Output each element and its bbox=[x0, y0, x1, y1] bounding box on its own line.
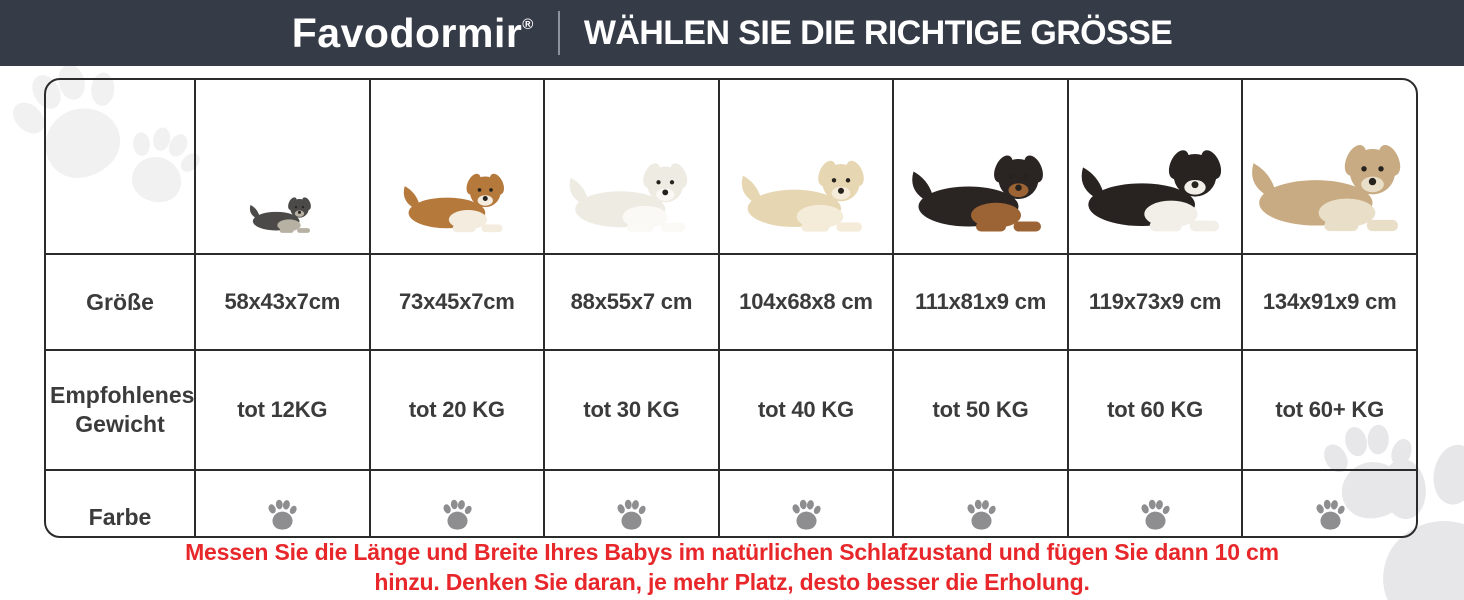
color-paw-cell bbox=[717, 469, 895, 536]
dog-face bbox=[1184, 170, 1206, 189]
measuring-note-line1: Messen Sie die Länge und Breite Ihres Ba… bbox=[185, 539, 1279, 565]
paw-icon bbox=[442, 498, 473, 530]
dog-cell-rottweiler bbox=[892, 80, 1069, 255]
dog-cell-beagle bbox=[368, 80, 546, 255]
dog-cell-bernese bbox=[1066, 80, 1244, 255]
dog-cell-caucasian-shepherd bbox=[1241, 80, 1416, 255]
dog-face bbox=[1008, 174, 1028, 191]
paw-icon bbox=[1140, 498, 1172, 530]
dog-body bbox=[404, 173, 505, 229]
dog-illustration-rottweiler bbox=[911, 155, 1043, 232]
empty-corner-cell bbox=[46, 80, 196, 255]
paw-icon bbox=[1314, 498, 1346, 530]
weight-value: tot 50 KG bbox=[892, 349, 1069, 471]
measuring-note: Messen Sie die Länge und Breite Ihres Ba… bbox=[0, 537, 1464, 598]
dog-markings bbox=[1318, 176, 1398, 232]
header-bar: Favodormir® WÄHLEN SIE DIE RICHTIGE GRÖS… bbox=[0, 0, 1464, 66]
color-paw-cell bbox=[368, 469, 546, 536]
weight-value: tot 60 KG bbox=[1066, 349, 1244, 471]
color-paw-cell bbox=[543, 469, 720, 536]
brand-logo: Favodormir® bbox=[292, 10, 534, 57]
paw-icon bbox=[791, 498, 822, 530]
brand-name: Favodormir bbox=[291, 9, 523, 56]
dog-body bbox=[1251, 144, 1400, 226]
dog-face bbox=[656, 180, 675, 196]
dog-markings bbox=[970, 183, 1041, 232]
color-row-label: Farbe bbox=[46, 469, 196, 536]
size-value: 111x81x9 cm bbox=[892, 253, 1069, 351]
size-value: 119x73x9 cm bbox=[1066, 253, 1244, 351]
weight-value: tot 60+ KG bbox=[1241, 349, 1416, 471]
weight-row: Empfohlenes Gewicht tot 12KG tot 20 KG t… bbox=[46, 349, 1416, 471]
dog-illustration-caucasian-shepherd bbox=[1251, 144, 1400, 232]
dog-face bbox=[831, 178, 851, 194]
dog-illustration-labrador bbox=[741, 160, 864, 232]
registered-trademark-icon: ® bbox=[522, 15, 534, 33]
weight-value: tot 40 KG bbox=[717, 349, 895, 471]
color-paw-cell bbox=[1066, 469, 1244, 536]
size-value: 88x55x7 cm bbox=[543, 253, 720, 351]
color-paw-cell bbox=[194, 469, 371, 536]
paw-icon bbox=[267, 498, 299, 530]
dog-markings bbox=[796, 186, 862, 232]
color-paw-cell bbox=[1241, 469, 1416, 536]
header-divider bbox=[557, 11, 560, 55]
dog-illustration-samoyed bbox=[569, 163, 688, 232]
size-value: 134x91x9 cm bbox=[1241, 253, 1416, 351]
weight-value: tot 30 KG bbox=[543, 349, 720, 471]
dog-markings bbox=[622, 188, 686, 232]
paw-icon bbox=[616, 498, 648, 530]
dog-body bbox=[250, 197, 312, 231]
size-row: Größe 58x43x7cm 73x45x7cm 88x55x7 cm 104… bbox=[46, 253, 1416, 351]
dog-cell-schnauzer bbox=[194, 80, 371, 255]
dog-face bbox=[1360, 166, 1384, 186]
dog-face bbox=[478, 188, 494, 202]
color-row: Farbe bbox=[46, 469, 1416, 536]
size-table: Größe 58x43x7cm 73x45x7cm 88x55x7 cm 104… bbox=[44, 78, 1418, 538]
dog-cell-labrador bbox=[717, 80, 895, 255]
weight-value: tot 12KG bbox=[194, 349, 371, 471]
page-title: WÄHLEN SIE DIE RICHTIGE GRÖSSE bbox=[583, 13, 1173, 52]
color-paw-cell bbox=[892, 469, 1069, 536]
measuring-note-line2: hinzu. Denken Sie daran, je mehr Platz, … bbox=[374, 569, 1090, 596]
dog-face bbox=[295, 206, 305, 214]
dog-markings bbox=[277, 210, 311, 233]
dog-cell-samoyed bbox=[543, 80, 720, 255]
size-value: 73x45x7cm bbox=[368, 253, 546, 351]
dog-illustration-beagle bbox=[404, 173, 505, 233]
size-row-label: Größe bbox=[46, 253, 196, 351]
size-value: 58x43x7cm bbox=[194, 253, 371, 351]
weight-row-label: Empfohlenes Gewicht bbox=[46, 349, 196, 471]
paw-icon bbox=[965, 498, 997, 530]
size-value: 104x68x8 cm bbox=[717, 253, 895, 351]
weight-value: tot 20 KG bbox=[368, 349, 546, 471]
dog-illustration-schnauzer bbox=[250, 197, 312, 233]
dog-illustration-bernese bbox=[1081, 150, 1222, 232]
dog-image-row bbox=[46, 80, 1416, 255]
